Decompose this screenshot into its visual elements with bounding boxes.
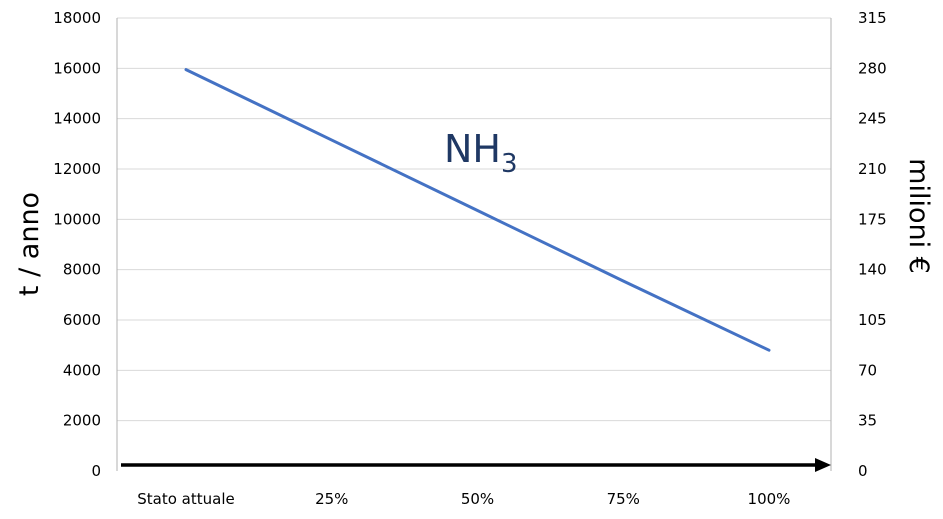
y2-tick-label: 70 bbox=[858, 361, 877, 379]
y-tick-label: 16000 bbox=[53, 59, 101, 77]
x-tick-label: 75% bbox=[607, 490, 640, 508]
annotation-main: NH bbox=[444, 127, 501, 171]
series-layer bbox=[184, 68, 771, 352]
y2-tick-label: 280 bbox=[858, 59, 887, 77]
y2-tick-label: 140 bbox=[858, 261, 887, 279]
y2-tick-label: 175 bbox=[858, 210, 887, 228]
y-tick-label: 10000 bbox=[53, 210, 101, 228]
y-tick-label: 2000 bbox=[63, 412, 101, 430]
annotation-subscript: 3 bbox=[501, 149, 518, 179]
x-tick-label: Stato attuale bbox=[137, 490, 234, 508]
grid-layer bbox=[117, 17, 831, 422]
y2-tick-label: 315 bbox=[858, 9, 887, 27]
series-line bbox=[184, 68, 771, 352]
y-tick-label: 18000 bbox=[53, 9, 101, 27]
y-tick-label: 4000 bbox=[63, 361, 101, 379]
y2-axis-title: milioni € bbox=[903, 158, 934, 274]
y2-tick-label: 35 bbox=[858, 412, 877, 430]
y2-tick-label: 105 bbox=[858, 311, 887, 329]
label-layer: 0 2000 4000 6000 8000 10000 12000 14000 16000 180… bbox=[53, 9, 886, 508]
y-axis-title: t / anno bbox=[14, 192, 45, 296]
y-tick-label: 6000 bbox=[63, 311, 101, 329]
y-tick-label: 8000 bbox=[63, 261, 101, 279]
axis-layer bbox=[116, 18, 832, 472]
y2-tick-label: 0 bbox=[858, 462, 868, 480]
x-tick-label: 50% bbox=[461, 490, 494, 508]
y2-tick-label: 210 bbox=[858, 160, 887, 178]
chemical-formula-annotation: NH3 bbox=[444, 127, 518, 179]
x-tick-label: 100% bbox=[748, 490, 791, 508]
y-tick-label: 0 bbox=[91, 462, 101, 480]
y-tick-label: 12000 bbox=[53, 160, 101, 178]
x-tick-label: 25% bbox=[315, 490, 348, 508]
x-axis-arrowhead bbox=[815, 458, 831, 472]
y-tick-label: 14000 bbox=[53, 110, 101, 128]
y2-tick-label: 245 bbox=[858, 110, 887, 128]
